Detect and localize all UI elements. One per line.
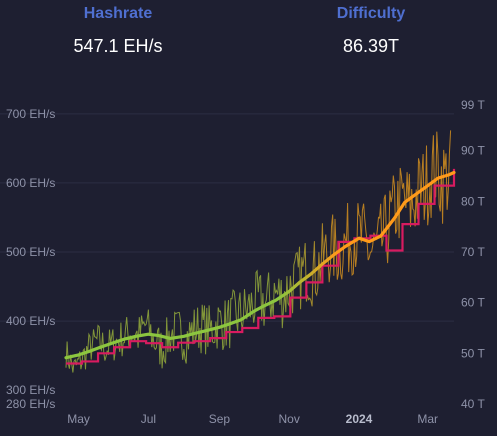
hashrate-value: 547.1 EH/s [73, 36, 163, 56]
x-tick-label: May [67, 412, 90, 426]
x-tick-label: Mar [417, 412, 438, 426]
y-left-tick-label: 600 EH/s [6, 176, 55, 190]
difficulty-step-line [66, 168, 456, 365]
y-right-tick-label: 99 T [461, 98, 485, 112]
y-right-tick-label: 40 T [461, 397, 485, 411]
hashrate-label: Hashrate [83, 5, 153, 22]
y-left-tick-label: 700 EH/s [6, 107, 55, 121]
y-right-tick-label: 70 T [461, 245, 485, 259]
difficulty-value: 86.39T [342, 36, 400, 56]
y-right-tick-label: 50 T [461, 346, 485, 360]
x-tick-label: Jul [141, 412, 156, 426]
y-left-tick-label: 400 EH/s [6, 314, 55, 328]
x-tick-label: Nov [279, 412, 300, 426]
y-left-tick-label: 280 EH/s [6, 397, 55, 411]
y-right-tick-label: 90 T [461, 144, 485, 158]
x-tick-label: Sep [209, 412, 231, 426]
y-right-tick-label: 80 T [461, 194, 485, 208]
y-left-tick-label: 300 EH/s [6, 383, 55, 397]
difficulty-label: Difficulty [336, 5, 406, 22]
x-tick-label: 2024 [346, 412, 373, 426]
y-right-tick-label: 60 T [461, 296, 485, 310]
y-left-tick-label: 500 EH/s [6, 245, 55, 259]
hashrate-ma-line [64, 170, 456, 360]
